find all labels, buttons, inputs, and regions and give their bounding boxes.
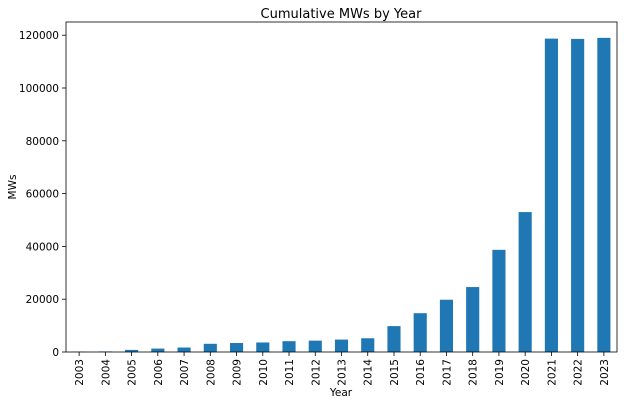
x-tick-label: 2015 — [389, 359, 401, 386]
x-tick-label: 2012 — [310, 359, 322, 386]
x-tick-label: 2004 — [100, 359, 112, 386]
y-tick-label: 60000 — [26, 189, 59, 201]
x-tick-label: 2023 — [599, 359, 611, 386]
bar-2012 — [308, 340, 322, 352]
bar-2017 — [439, 299, 454, 352]
bar-2008 — [203, 343, 217, 352]
bar-2009 — [229, 343, 244, 352]
bar-2019 — [492, 249, 506, 352]
y-tick-label: 80000 — [26, 136, 59, 148]
x-tick-label: 2005 — [127, 359, 139, 386]
x-tick-label: 2003 — [74, 359, 86, 386]
bar-2014 — [361, 338, 375, 352]
plot-frame — [65, 21, 618, 353]
bar-2015 — [387, 326, 401, 352]
bar-2021 — [544, 38, 558, 353]
x-axis-label: Year — [329, 387, 353, 399]
chart-title: Cumulative MWs by Year — [261, 7, 423, 22]
y-tick-label: 0 — [52, 347, 59, 359]
bar-2018 — [466, 287, 480, 352]
bar-2006 — [151, 348, 165, 352]
x-tick-label: 2021 — [546, 359, 558, 386]
bars-group — [72, 37, 611, 353]
x-tick-label: 2007 — [179, 359, 191, 386]
bar-2023 — [597, 37, 611, 353]
x-tick-label: 2014 — [363, 359, 375, 386]
y-axis-ticks: 0 20000 40000 60000 80000 100000 120000 — [19, 30, 66, 359]
bar-2016 — [413, 313, 427, 352]
x-tick-label: 2020 — [520, 359, 532, 386]
x-tick-label: 2011 — [284, 359, 296, 386]
x-tick-label: 2017 — [441, 359, 453, 386]
bar-2011 — [282, 341, 296, 352]
x-tick-label: 2016 — [415, 359, 427, 386]
x-axis-ticks: 2003 2004 2005 2006 2007 2008 2009 2010 2011 2012… — [74, 352, 611, 386]
bar-2007 — [177, 347, 191, 352]
x-tick-label: 2008 — [205, 359, 217, 386]
x-tick-label: 2006 — [153, 359, 165, 386]
x-tick-label: 2009 — [232, 359, 244, 386]
bar-2013 — [334, 339, 349, 352]
bar-2022 — [571, 38, 585, 353]
y-axis-label: MWs — [7, 175, 19, 200]
y-tick-label: 120000 — [19, 30, 59, 42]
y-tick-label: 100000 — [19, 83, 59, 95]
y-tick-label: 40000 — [26, 241, 59, 253]
x-tick-label: 2013 — [337, 359, 349, 386]
x-tick-label: 2010 — [258, 359, 270, 386]
x-tick-label: 2018 — [468, 359, 480, 386]
bar-2005 — [125, 349, 139, 352]
x-tick-label: 2022 — [573, 359, 585, 386]
y-tick-label: 20000 — [26, 294, 59, 306]
x-tick-label: 2019 — [494, 359, 506, 386]
bar-2010 — [256, 342, 270, 352]
bar-2020 — [518, 212, 532, 352]
